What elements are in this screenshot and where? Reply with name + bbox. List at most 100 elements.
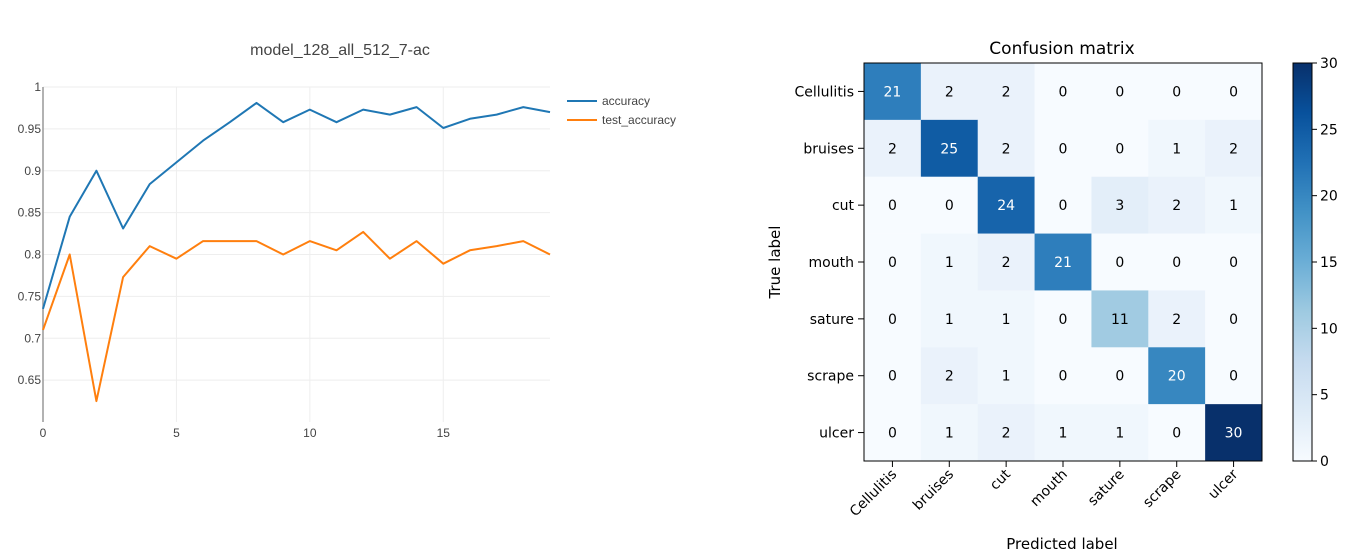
legend-label-test-accuracy[interactable]: test_accuracy [602, 113, 676, 127]
matrix-cell-value: 1 [1059, 426, 1068, 442]
y-tick-label: ulcer [819, 426, 854, 442]
matrix-cell [1205, 63, 1263, 121]
matrix-cell-value: 0 [1229, 369, 1238, 385]
matrix-cell [1034, 119, 1092, 178]
matrix-cell [1148, 176, 1206, 234]
matrix-cell [920, 404, 979, 462]
matrix-cell [1205, 290, 1263, 348]
matrix-cell-value: 0 [1059, 141, 1068, 157]
y-tick-label: 0.7 [24, 331, 41, 345]
line-chart: model_128_all_512_7-ac 1 0.95 0.9 0.85 0.8 0.… [18, 42, 676, 440]
x-tick-label: mouth [1027, 467, 1070, 510]
legend-label-accuracy[interactable]: accuracy [602, 94, 650, 108]
matrix-cell-value: 2 [945, 84, 954, 100]
matrix-cell [1205, 347, 1263, 405]
matrix-cell [1091, 233, 1149, 291]
matrix-cell [864, 233, 922, 291]
matrix-cell-value: 1 [945, 426, 954, 442]
colorbar-tick-label: 30 [1320, 56, 1338, 72]
matrix-cell-value: 2 [1172, 198, 1181, 214]
matrix-cell-value: 25 [940, 141, 958, 157]
line-chart-x-ticks: 0 5 10 15 [40, 426, 451, 440]
matrix-cell [864, 290, 922, 348]
matrix-cell [920, 233, 979, 291]
series-line-test-accuracy[interactable] [42, 230, 551, 403]
matrix-cell-value: 2 [1172, 312, 1181, 328]
matrix-cell [1034, 404, 1092, 462]
confusion-matrix-title: Confusion matrix [989, 39, 1134, 59]
matrix-cell [864, 404, 922, 462]
confusion-matrix-y-ticks: Cellulitis bruises cut mouth sature scrape ulc… [795, 84, 864, 442]
matrix-cell [1034, 347, 1092, 405]
matrix-cell [977, 404, 1035, 462]
colorbar-tick-label: 15 [1320, 255, 1338, 271]
matrix-cell-value: 0 [1115, 255, 1124, 271]
matrix-cell-value: 1 [1002, 369, 1011, 385]
matrix-cell [1091, 63, 1149, 121]
matrix-cell-value: 0 [1115, 84, 1124, 100]
matrix-cell-value: 1 [1229, 198, 1238, 214]
matrix-cell [1148, 404, 1206, 462]
x-tick-label: 5 [173, 426, 180, 440]
matrix-cell-value: 3 [1115, 198, 1124, 214]
matrix-cell-value: 1 [1002, 312, 1011, 328]
y-tick-label: 0.8 [24, 248, 41, 262]
colorbar [1292, 62, 1313, 462]
y-tick-label: 0.85 [18, 206, 42, 220]
matrix-cell-value: 1 [1115, 426, 1124, 442]
y-tick-label: Cellulitis [795, 84, 855, 100]
matrix-cell-value: 0 [1229, 255, 1238, 271]
matrix-cell [920, 347, 979, 405]
matrix-cell-value: 0 [1229, 312, 1238, 328]
y-tick-label: scrape [807, 369, 854, 385]
colorbar-tick-label: 25 [1320, 122, 1338, 138]
matrix-cell [1034, 63, 1092, 121]
matrix-cell [1091, 176, 1149, 234]
matrix-cell-value: 21 [1054, 255, 1072, 271]
matrix-cell-value: 0 [888, 255, 897, 271]
matrix-cell [1091, 290, 1149, 348]
matrix-cell [864, 119, 922, 178]
matrix-cell-value: 2 [1002, 84, 1011, 100]
matrix-cell [1205, 404, 1263, 462]
matrix-cell [1034, 290, 1092, 348]
matrix-cell [1148, 233, 1206, 291]
colorbar-tick-label: 0 [1320, 454, 1329, 470]
matrix-cell [1148, 347, 1206, 405]
matrix-cell [920, 63, 979, 121]
matrix-cell-value: 2 [1002, 255, 1011, 271]
matrix-cell [1205, 119, 1263, 178]
y-tick-label: bruises [803, 141, 854, 157]
series-line-accuracy[interactable] [42, 101, 551, 310]
matrix-cell-value: 0 [888, 198, 897, 214]
matrix-cell-value: 0 [888, 369, 897, 385]
matrix-cell [977, 290, 1035, 348]
matrix-cell-value: 0 [1059, 198, 1068, 214]
matrix-cell-value: 0 [1172, 426, 1181, 442]
line-chart-grid [42, 86, 550, 422]
matrix-cell-value: 0 [1172, 84, 1181, 100]
matrix-cell-value: 0 [945, 198, 954, 214]
y-tick-label: mouth [809, 255, 854, 271]
matrix-cell [977, 233, 1035, 291]
matrix-cell [864, 63, 922, 121]
y-tick-label: 0.95 [18, 122, 42, 136]
matrix-cell-value: 20 [1168, 369, 1186, 385]
matrix-cell-value: 2 [1002, 141, 1011, 157]
matrix-cell-value: 11 [1111, 312, 1129, 328]
matrix-cell-value: 0 [1229, 84, 1238, 100]
y-tick-label: cut [832, 198, 855, 214]
colorbar-tick-label: 20 [1320, 189, 1338, 205]
line-chart-legend[interactable]: accuracy test_accuracy [567, 94, 676, 127]
confusion-matrix-x-label: Predicted label [1006, 535, 1117, 553]
matrix-cell [1205, 176, 1263, 234]
matrix-cell-value: 0 [1172, 255, 1181, 271]
matrix-cell [1148, 63, 1206, 121]
matrix-cell [920, 119, 979, 178]
y-tick-label: 0.9 [24, 164, 41, 178]
line-chart-title: model_128_all_512_7-ac [250, 42, 430, 59]
matrix-cell [977, 347, 1035, 405]
matrix-cell-value: 2 [1002, 426, 1011, 442]
matrix-cell [977, 63, 1035, 121]
